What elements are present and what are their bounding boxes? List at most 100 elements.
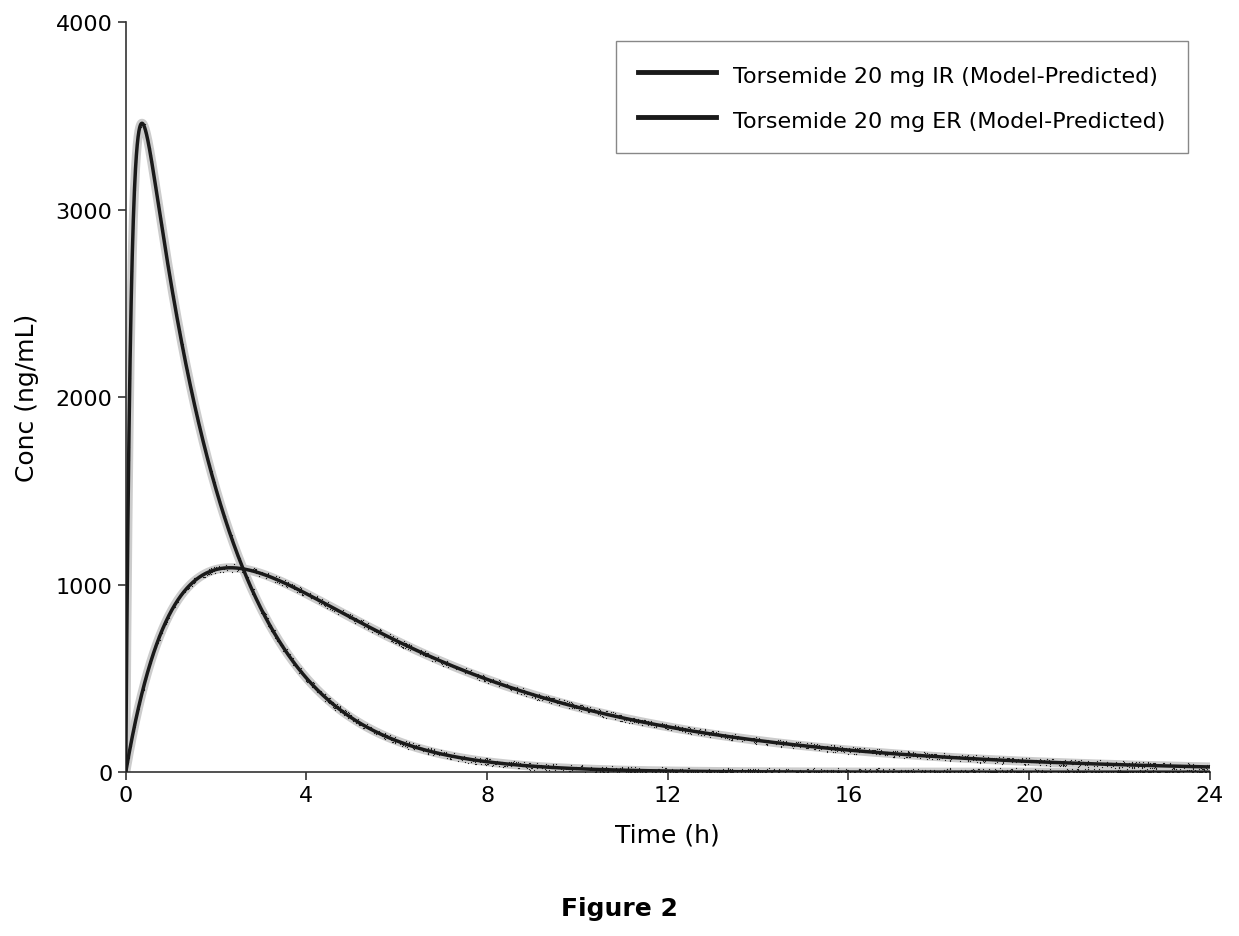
Point (740, 763, 760, 778)
Point (681, 765, 701, 780)
Point (256, 568, 276, 583)
Point (553, 695, 572, 710)
Point (960, 751, 980, 766)
Point (144, 168, 164, 183)
Point (958, 754, 978, 769)
Point (1197, 758, 1217, 773)
Point (597, 765, 617, 780)
Point (565, 699, 585, 714)
Point (477, 751, 497, 766)
Point (370, 623, 390, 638)
Point (1197, 761, 1217, 776)
Point (146, 640, 166, 655)
Point (520, 755, 540, 770)
Point (218, 518, 238, 533)
Point (1074, 764, 1094, 779)
Point (1007, 753, 1027, 768)
Point (213, 509, 233, 524)
Point (279, 575, 299, 590)
Point (1134, 765, 1154, 780)
Point (178, 363, 198, 378)
Point (473, 668, 493, 683)
Point (800, 765, 820, 780)
Point (497, 758, 517, 773)
Point (676, 765, 696, 780)
Point (330, 700, 349, 715)
Point (170, 588, 190, 603)
Point (421, 741, 441, 756)
Point (389, 636, 409, 651)
Point (992, 763, 1012, 778)
Point (771, 739, 790, 753)
Point (652, 760, 672, 775)
Point (290, 583, 310, 598)
Point (1048, 765, 1068, 780)
Point (383, 731, 403, 746)
Point (577, 700, 597, 715)
Point (698, 765, 717, 780)
Point (857, 765, 877, 780)
Point (390, 634, 410, 649)
Point (624, 759, 644, 774)
Point (1084, 765, 1104, 780)
Point (590, 761, 610, 776)
Point (1005, 765, 1025, 780)
Point (434, 747, 453, 762)
Point (771, 735, 790, 750)
Point (400, 643, 420, 658)
Point (191, 567, 211, 582)
Point (358, 621, 378, 636)
Point (1180, 764, 1199, 779)
Point (393, 640, 413, 655)
Point (638, 713, 658, 728)
Point (699, 726, 719, 741)
Point (1056, 765, 1075, 780)
Point (969, 762, 989, 777)
Point (190, 420, 209, 435)
Point (897, 746, 917, 761)
Point (149, 197, 169, 212)
Point (436, 658, 456, 673)
Point (227, 546, 247, 561)
Point (196, 446, 216, 461)
Point (1132, 760, 1152, 775)
Point (809, 738, 829, 753)
Point (121, 264, 141, 279)
Point (134, 682, 154, 697)
Point (346, 715, 366, 730)
Point (358, 622, 378, 637)
Point (242, 562, 261, 577)
Point (193, 565, 213, 580)
Point (839, 744, 859, 759)
Point (487, 676, 507, 691)
Point (992, 756, 1012, 771)
Point (722, 733, 742, 748)
Point (465, 753, 484, 768)
Point (821, 742, 841, 757)
Point (1124, 765, 1144, 780)
Point (606, 710, 626, 725)
Point (1017, 753, 1037, 768)
Point (934, 762, 954, 777)
Point (1140, 765, 1160, 780)
Point (244, 582, 264, 597)
Point (741, 761, 761, 776)
Point (118, 748, 138, 763)
Point (1042, 752, 1062, 767)
Point (245, 563, 265, 578)
Point (532, 758, 551, 773)
Point (612, 762, 632, 777)
Point (871, 743, 891, 758)
Point (996, 751, 1016, 766)
Point (652, 763, 672, 778)
Point (632, 717, 652, 732)
Point (119, 750, 139, 765)
Point (296, 674, 316, 689)
Point (1191, 760, 1211, 775)
Point (242, 564, 261, 579)
Point (1053, 757, 1073, 772)
Point (479, 675, 499, 690)
Point (1085, 765, 1105, 780)
Point (183, 392, 203, 407)
Point (519, 684, 539, 699)
